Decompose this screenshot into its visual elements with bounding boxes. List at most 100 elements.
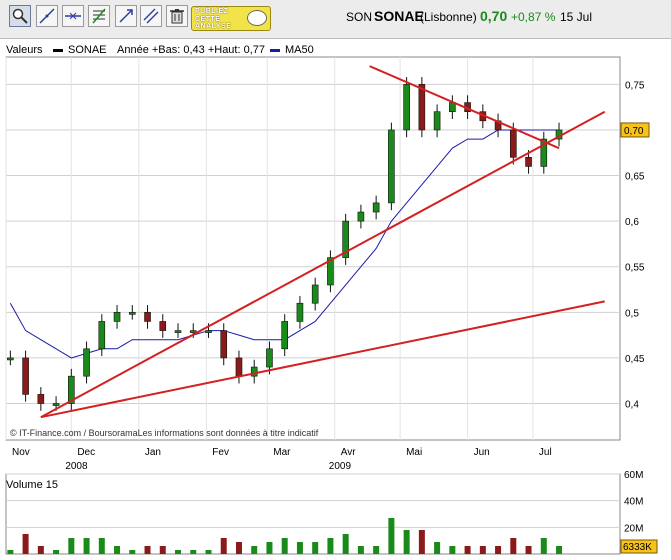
volume-bar bbox=[464, 546, 471, 554]
candle bbox=[22, 357, 29, 395]
legend-label: Valeurs bbox=[6, 44, 43, 56]
arrow-line-icon[interactable] bbox=[115, 5, 137, 27]
trash-icon[interactable] bbox=[166, 5, 188, 27]
quote-price: 0,70 bbox=[480, 8, 508, 24]
candle bbox=[281, 321, 288, 350]
candle bbox=[266, 348, 273, 368]
y-tick-label: 0,45 bbox=[625, 354, 645, 365]
candle bbox=[52, 403, 60, 406]
x-tick-label: Mai bbox=[406, 447, 422, 458]
quote-date: 15 Jul bbox=[560, 10, 593, 24]
legend-ma: MA50 bbox=[285, 44, 314, 56]
quote-name: SONAE bbox=[374, 8, 424, 24]
candle bbox=[205, 330, 212, 333]
legend-series: SONAE bbox=[68, 44, 107, 56]
current-price-tag bbox=[620, 122, 650, 138]
y-tick-label: 0,75 bbox=[625, 80, 645, 91]
volume-bar bbox=[312, 542, 319, 554]
year-label: 2009 bbox=[329, 461, 352, 472]
volume-bar bbox=[175, 550, 182, 554]
x-tick-label: Fev bbox=[212, 447, 229, 458]
trend-line bbox=[40, 300, 605, 419]
candle bbox=[372, 202, 380, 213]
candle bbox=[113, 312, 121, 322]
speech-bubble-icon bbox=[247, 10, 267, 26]
volume-bar bbox=[418, 530, 425, 554]
volume-label: Volume 15 bbox=[6, 479, 58, 491]
volume-bar bbox=[510, 538, 517, 554]
x-tick-label: Nov bbox=[12, 447, 30, 458]
volume-bar bbox=[205, 550, 212, 554]
horizontal-line-icon[interactable] bbox=[62, 5, 84, 27]
x-tick-label: Jul bbox=[539, 447, 552, 458]
volume-bar bbox=[190, 550, 197, 554]
chart-toolbar: PUBLIEZ CETTE ANALYSE SON SONAE (Lisbonn… bbox=[0, 0, 671, 39]
quote-change: +0,87 % bbox=[511, 10, 556, 24]
candle bbox=[7, 357, 14, 361]
volume-bar bbox=[7, 550, 14, 554]
volume-bar bbox=[144, 546, 151, 554]
candle bbox=[159, 321, 167, 331]
y-tick-label: 0,6 bbox=[625, 217, 639, 228]
volume-bar bbox=[434, 542, 441, 554]
candle bbox=[510, 129, 517, 158]
candle bbox=[250, 366, 258, 377]
y-tick-label: 0,4 bbox=[625, 400, 639, 411]
volume-bar bbox=[342, 534, 349, 554]
volume-bar bbox=[296, 542, 303, 554]
candle bbox=[235, 357, 243, 377]
volume-bar bbox=[327, 538, 334, 554]
trend-line bbox=[40, 110, 606, 419]
quote-exchange: (Lisbonne) bbox=[420, 10, 477, 24]
draw-line-icon[interactable] bbox=[36, 5, 58, 27]
volume-tick-label: 20M bbox=[624, 523, 643, 534]
volume-tick-label: 40M bbox=[624, 497, 643, 508]
volume-bar bbox=[403, 530, 410, 554]
volume-bar bbox=[98, 538, 105, 554]
x-tick-label: Avr bbox=[341, 447, 356, 458]
volume-bar bbox=[266, 542, 273, 554]
candle bbox=[418, 84, 426, 131]
candle bbox=[540, 138, 548, 167]
x-tick-label: Jan bbox=[145, 447, 161, 458]
volume-bar bbox=[556, 546, 563, 554]
volume-bar bbox=[53, 550, 60, 554]
candle bbox=[189, 330, 197, 333]
volume-bar bbox=[449, 546, 456, 554]
x-tick-label: Dec bbox=[77, 447, 95, 458]
parallel-lines-icon[interactable] bbox=[140, 5, 162, 27]
current-price-label: 0,70 bbox=[624, 126, 644, 137]
volume-bar bbox=[83, 538, 90, 554]
publish-analysis-label: PUBLIEZ CETTE ANALYSE bbox=[195, 8, 232, 30]
candle bbox=[311, 284, 319, 304]
volume-tick-label: 60M bbox=[624, 470, 643, 481]
volume-bar bbox=[22, 534, 29, 554]
price-panel-frame bbox=[5, 56, 621, 441]
candle bbox=[357, 211, 365, 222]
legend-series-swatch bbox=[53, 49, 63, 52]
current-volume-tag bbox=[620, 539, 658, 554]
fibonacci-icon[interactable] bbox=[88, 5, 110, 27]
candle bbox=[68, 375, 75, 404]
volume-bar bbox=[495, 546, 502, 554]
y-tick-label: 0,5 bbox=[625, 308, 639, 319]
x-tick-label: Jun bbox=[474, 447, 490, 458]
volume-bar bbox=[388, 518, 395, 554]
volume-bar bbox=[114, 546, 121, 554]
x-tick-label: Mar bbox=[273, 447, 291, 458]
candle bbox=[37, 394, 45, 404]
zoom-icon[interactable] bbox=[9, 5, 31, 27]
candle bbox=[296, 302, 304, 322]
candle bbox=[525, 157, 532, 167]
volume-bar bbox=[251, 546, 258, 554]
volume-bar bbox=[37, 546, 44, 554]
volume-bar bbox=[68, 538, 75, 554]
publish-analysis-button[interactable]: PUBLIEZ CETTE ANALYSE bbox=[191, 6, 271, 31]
legend-ma-swatch bbox=[270, 49, 280, 52]
legend-range: Année +Bas: 0,43 +Haut: 0,77 bbox=[117, 44, 266, 56]
candle bbox=[403, 84, 410, 131]
candle bbox=[388, 129, 395, 204]
y-tick-label: 0,55 bbox=[625, 263, 645, 274]
candle bbox=[433, 111, 441, 131]
